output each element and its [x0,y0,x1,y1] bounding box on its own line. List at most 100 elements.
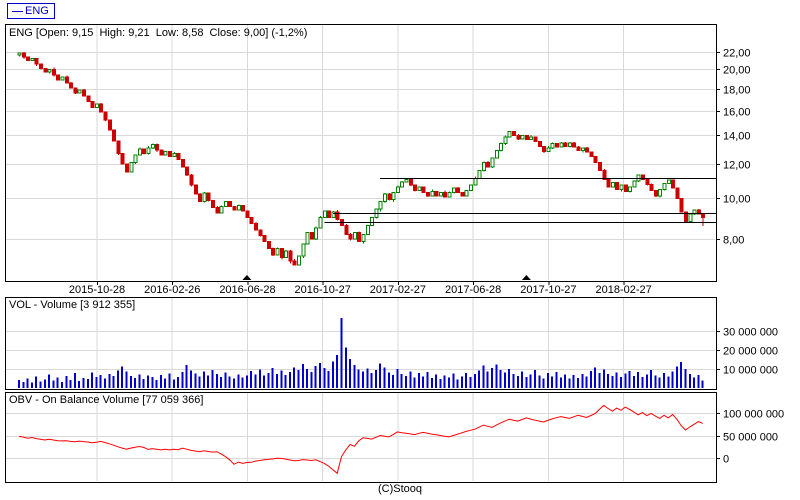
volume-bar [430,378,433,388]
candle-up [417,186,422,191]
volume-bar [215,374,218,388]
candle-down [73,87,78,94]
candle-down [434,190,439,197]
volume-bar [263,375,266,388]
volume-bar [555,372,558,388]
volume-bar [125,371,128,388]
price-axis-label: 20,00 [723,65,751,77]
volume-bar [147,375,149,388]
volume-bar [503,372,506,388]
price-axis-label: 8,00 [723,235,744,247]
candle-up [378,201,383,210]
volume-bar [39,381,42,388]
obv-panel-border [5,392,717,483]
candle-down [443,191,448,198]
volume-bar [233,378,235,388]
candle-down [701,213,706,218]
volume-bar [491,368,493,388]
volume-bar [172,379,175,388]
candle-down [537,140,542,147]
volume-bar [362,371,364,388]
volume-bar [288,371,291,388]
candle-down [555,143,559,148]
volume-bar [86,379,89,388]
volume-bar [589,371,592,388]
volume-bar [151,377,154,388]
volume-bar [473,374,476,388]
candle-up [494,150,499,159]
volume-bar [26,378,29,388]
volume-bar [448,377,450,388]
ticker-legend[interactable]: ENG [7,3,55,19]
candle-up [619,184,624,191]
volume-bar [185,365,188,388]
obv-axis-label: 0 [723,454,729,466]
volume-bar [486,371,489,388]
volume-bar [396,369,399,388]
candle-up [559,142,564,148]
candle-down [228,201,233,207]
candle-down [615,182,620,191]
volume-bar [198,376,201,388]
volume-bar [607,373,610,388]
volume-bar [465,372,468,388]
candle-up [451,187,456,193]
candle-down [193,184,198,195]
candle-down [516,134,521,140]
candle-down [671,179,676,189]
volume-bar [551,376,554,388]
candle-up [503,136,508,145]
candle-down [335,211,340,220]
volume-bar [327,370,330,388]
main-panel-title: ENG [Open: 9,15 High: 9,21 Low: 8,58 Clo… [9,27,308,39]
candle-down [598,161,602,171]
volume-bar [48,374,51,388]
candle-down [159,149,164,156]
volume-bar [594,367,597,388]
obv-panel-title: OBV - On Balance Volume [77 059 366] [9,394,204,406]
candle-up [236,204,241,211]
volume-bar [370,372,373,388]
candle-up [546,147,551,152]
volume-bar [112,376,115,388]
candle-up [60,76,65,81]
candle-up [133,154,138,163]
volume-bar [129,375,132,388]
candle-down [675,187,680,200]
candle-down [34,58,39,65]
volume-bar [538,375,541,388]
candle-up [632,180,637,188]
volume-bar [495,364,498,388]
event-marker-triangle-icon [521,275,531,280]
price-axis-label: 14,00 [723,131,751,143]
volume-panel: 30 000 000 20 000 000 10 000 000 [5,297,778,390]
candle-down [249,216,254,225]
volume-bar [228,376,231,388]
volume-bar [319,362,321,388]
volume-bar [508,369,511,388]
candle-down [653,189,658,197]
volume-bar [177,376,180,388]
volume-bar [95,376,98,388]
volume-bar [30,382,33,388]
volume-bar [512,373,515,388]
volume-bar [91,372,94,388]
obv-axis-label: 50 000 000 [723,432,778,444]
candle-down [116,140,121,154]
candle-down [266,240,271,250]
volume-bar [220,376,223,388]
volume-bar [353,365,356,388]
volume-bar [301,364,304,388]
price-axis-label: 16,00 [723,107,751,119]
candle-up [580,147,585,152]
volume-bar [65,376,68,388]
volume-bar [331,361,334,388]
candle-up [314,227,319,240]
candle-down [258,229,263,237]
volume-bar [357,369,360,388]
volume-bar [134,377,137,388]
candle-up [297,255,301,266]
volume-bar [202,371,205,388]
candle-up [628,186,633,192]
